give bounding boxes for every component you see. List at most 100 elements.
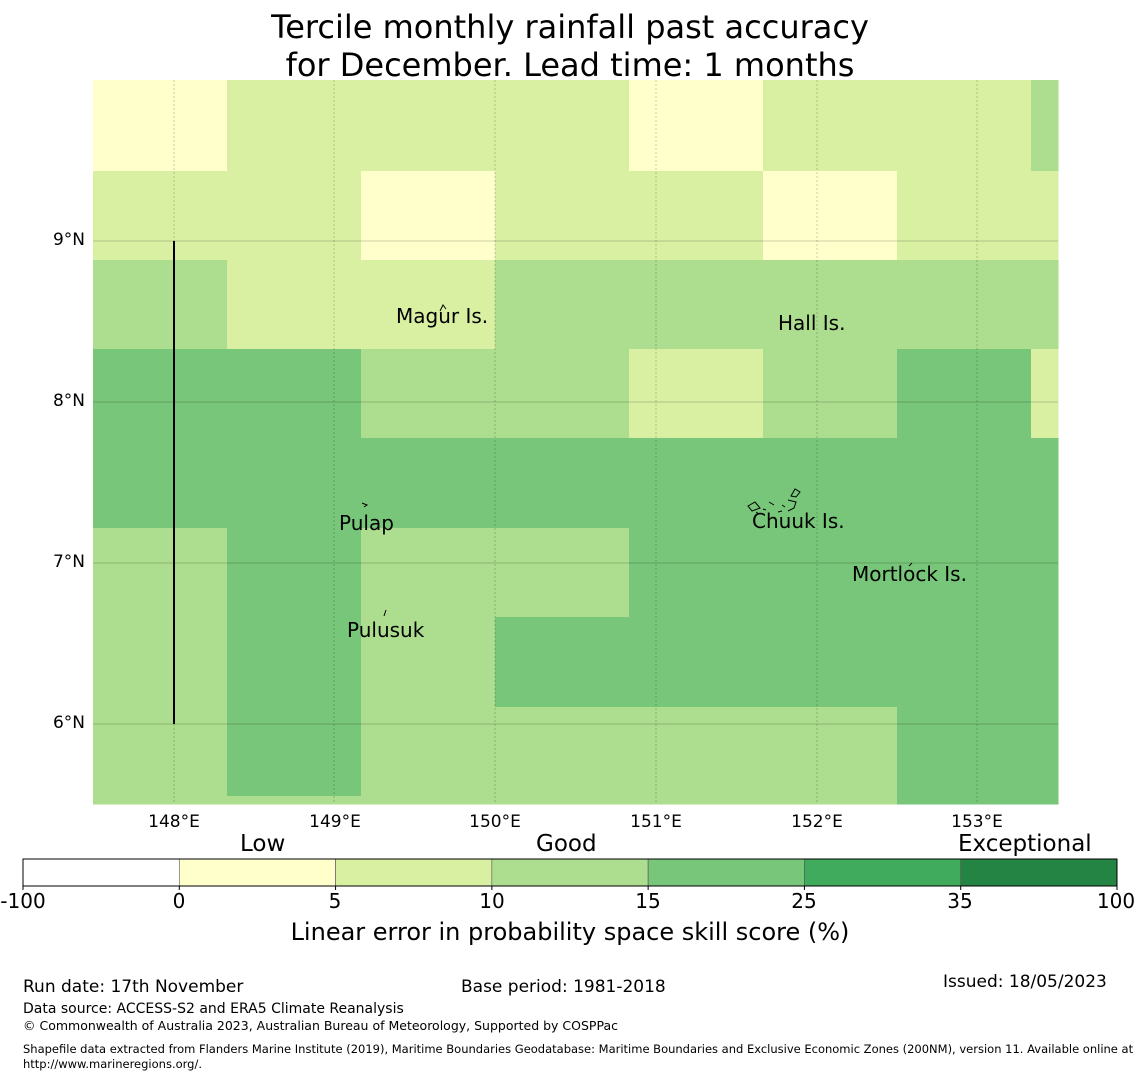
place-label-pulusuk: Pulusuk xyxy=(347,618,425,642)
grid-cell xyxy=(227,80,362,172)
grid-cell xyxy=(1031,707,1059,797)
island-outlines xyxy=(361,304,913,617)
grid-cell xyxy=(93,80,228,172)
grid-cell xyxy=(763,260,898,350)
grid-cell xyxy=(495,796,630,805)
grid-cell xyxy=(495,349,630,439)
grid-cell xyxy=(361,796,496,805)
grid-cell xyxy=(629,80,764,172)
colorbar-tick: 0 xyxy=(172,889,186,913)
skill-grid xyxy=(93,80,1059,805)
colorbar-tick: 35 xyxy=(947,889,973,913)
colorbar-tick: 15 xyxy=(635,889,661,913)
grid-cell xyxy=(93,528,228,618)
grid-cell xyxy=(227,349,362,439)
lon-label-150e: 150°E xyxy=(469,812,521,832)
grid-cell xyxy=(495,438,630,529)
data-source: Data source: ACCESS-S2 and ERA5 Climate … xyxy=(23,1001,404,1017)
grid-cell xyxy=(897,438,1032,529)
colorbar xyxy=(22,858,1118,890)
grid-cell xyxy=(629,796,764,805)
grid-cell xyxy=(897,707,1032,797)
grid-cell xyxy=(93,707,228,797)
colorbar-segment xyxy=(647,858,805,887)
place-label-mortlock: Mortlock Is. xyxy=(852,562,967,586)
grid-cell xyxy=(361,528,496,618)
colorbar-tick: 100 xyxy=(1096,889,1136,913)
grid-cell xyxy=(495,617,630,708)
grid-cell xyxy=(227,528,362,618)
colorbar-segment xyxy=(22,858,180,887)
copyright: © Commonwealth of Australia 2023, Austra… xyxy=(23,1018,618,1033)
grid-cell xyxy=(897,80,1032,172)
lon-label-151e: 151°E xyxy=(630,812,682,832)
grid-cell xyxy=(227,707,362,797)
grid-cell xyxy=(495,171,630,261)
map-plot xyxy=(22,80,1118,890)
lon-label-153e: 153°E xyxy=(951,812,1003,832)
colorbar-category-good: Good xyxy=(536,831,597,857)
lat-label-7n: 7°N xyxy=(52,552,85,572)
colorbar-tick: -100 xyxy=(0,889,46,913)
colorbar-category-low: Low xyxy=(240,831,286,857)
lat-label-6n: 6°N xyxy=(52,713,85,733)
grid-cell xyxy=(629,171,764,261)
grid-cell xyxy=(1031,528,1059,618)
run-date: Run date: 17th November xyxy=(23,977,244,997)
graticule xyxy=(93,80,1058,804)
place-label-chuuk: Chuuk Is. xyxy=(752,509,845,533)
grid-cell xyxy=(763,617,898,708)
grid-cell xyxy=(1031,796,1059,805)
grid-cell xyxy=(93,171,228,261)
lon-label-148e: 148°E xyxy=(148,812,200,832)
grid-cell xyxy=(763,528,898,618)
grid-cell xyxy=(93,796,228,805)
grid-cell xyxy=(93,260,228,350)
grid-cell xyxy=(763,171,898,261)
grid-cell xyxy=(763,438,898,529)
grid-cell xyxy=(1031,171,1059,261)
grid-cell xyxy=(629,707,764,797)
grid-cell xyxy=(897,796,1032,805)
grid-cell xyxy=(1031,349,1059,439)
lat-label-9n: 9°N xyxy=(52,230,85,250)
grid-cell xyxy=(361,349,496,439)
grid-cell xyxy=(763,80,898,172)
grid-cell xyxy=(495,528,630,618)
grid-cell xyxy=(897,260,1032,350)
shapefile-credit: Shapefile data extracted from Flanders M… xyxy=(23,1042,1134,1071)
grid-cell xyxy=(629,349,764,439)
grid-cell xyxy=(227,260,362,350)
grid-cell xyxy=(629,528,764,618)
pulap-island-outline xyxy=(361,502,369,508)
colorbar-segment xyxy=(178,858,336,887)
grid-cell xyxy=(763,349,898,439)
grid-cell xyxy=(361,707,496,797)
chuuk-island-outline xyxy=(747,488,801,515)
grid-cell xyxy=(361,80,496,172)
grid-cell xyxy=(93,617,228,708)
grid-cell xyxy=(1031,80,1059,172)
colorbar-segment xyxy=(960,858,1118,887)
grid-cell xyxy=(897,617,1032,708)
lon-label-152e: 152°E xyxy=(791,812,843,832)
grid-cell xyxy=(763,707,898,797)
grid-cell xyxy=(361,171,496,261)
grid-cell xyxy=(227,617,362,708)
mortlock-island-outline xyxy=(908,562,913,567)
lat-label-8n: 8°N xyxy=(52,391,85,411)
colorbar-frame xyxy=(22,858,1118,887)
colorbar-label: Linear error in probability space skill … xyxy=(290,918,850,946)
grid-cell xyxy=(1031,438,1059,529)
grid-cell xyxy=(361,617,496,708)
grid-cell xyxy=(227,796,362,805)
grid-cell xyxy=(629,617,764,708)
grid-cell xyxy=(763,796,898,805)
colorbar-segment xyxy=(491,858,649,887)
grid-cell xyxy=(227,171,362,261)
issued-date: Issued: 18/05/2023 xyxy=(943,972,1107,992)
magur-island-outline xyxy=(439,304,447,312)
place-label-pulap: Pulap xyxy=(339,511,394,535)
grid-cell xyxy=(629,438,764,529)
grid-cell xyxy=(897,528,1032,618)
